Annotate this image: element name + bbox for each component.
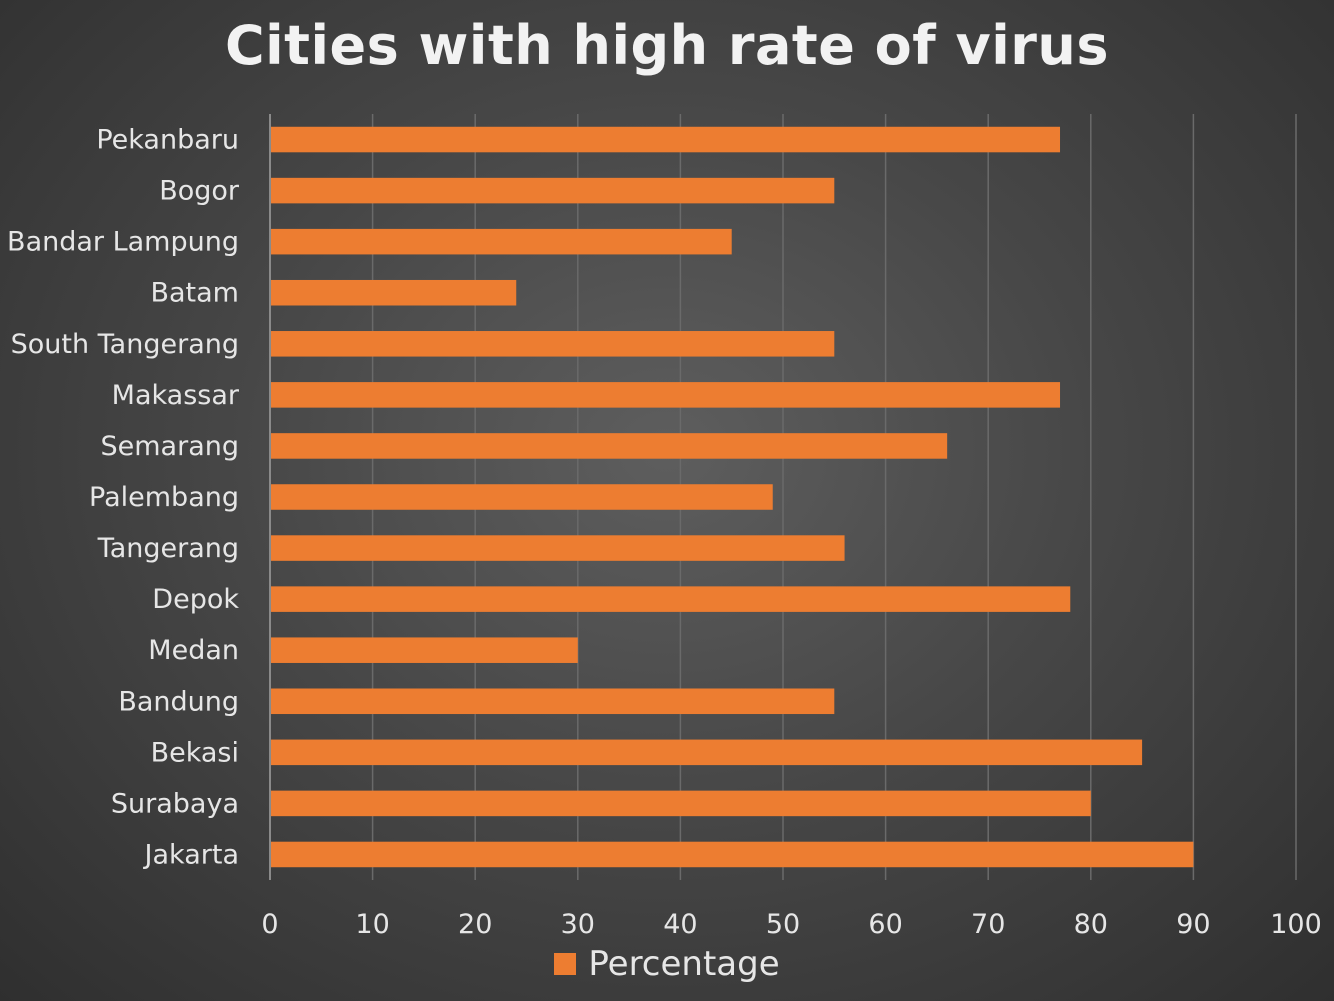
x-tick-label: 60 [868,909,902,940]
legend-swatch [554,953,577,975]
x-tick-label: 40 [663,909,697,940]
category-label: Tangerang [97,533,239,564]
category-label: Bekasi [151,737,239,768]
x-tick-label: 90 [1176,909,1210,940]
category-label: Semarang [101,431,240,462]
bar [270,841,1194,868]
bar [270,126,1061,153]
bar [270,484,773,510]
category-labels: Pekanbaru Bogor Bandar Lampung Batam South T… [7,125,240,871]
bar [270,535,845,561]
category-label: Pekanbaru [96,125,239,156]
bar [270,586,1071,612]
category-label: Makassar [112,380,240,411]
bar [270,433,948,459]
bar [270,382,1061,408]
x-tick-label: 50 [766,909,800,940]
x-tick-label: 30 [561,909,595,940]
x-tick-label: 10 [355,909,389,940]
x-tick-label: 70 [971,909,1005,940]
x-tick-label: 80 [1074,909,1108,940]
bar [270,790,1091,817]
bar [270,177,835,204]
category-label: Depok [152,584,239,615]
chart-title: Cities with high rate of virus [225,14,1109,77]
category-label: Batam [150,278,239,309]
bar [270,739,1143,766]
bar [270,688,835,715]
tick-labels: 0 10 20 30 40 50 60 70 80 90 100 [261,909,1321,940]
bar [270,331,835,357]
category-label: Bandung [118,686,239,717]
category-label: South Tangerang [11,329,239,360]
bar [270,228,732,255]
x-tick-label: 0 [261,909,278,940]
category-label: Surabaya [111,788,239,819]
bar [270,637,578,663]
x-tick-label: 20 [458,909,492,940]
category-label: Jakarta [143,839,239,870]
category-label: Palembang [89,482,239,513]
legend: Percentage [0,944,1334,984]
bar [270,279,517,306]
category-label: Bogor [159,176,240,207]
category-label: Medan [148,635,239,666]
category-label: Bandar Lampung [7,227,239,258]
bar-series [270,126,1194,868]
x-tick-label: 100 [1270,909,1322,940]
legend-label: Percentage [588,944,780,984]
